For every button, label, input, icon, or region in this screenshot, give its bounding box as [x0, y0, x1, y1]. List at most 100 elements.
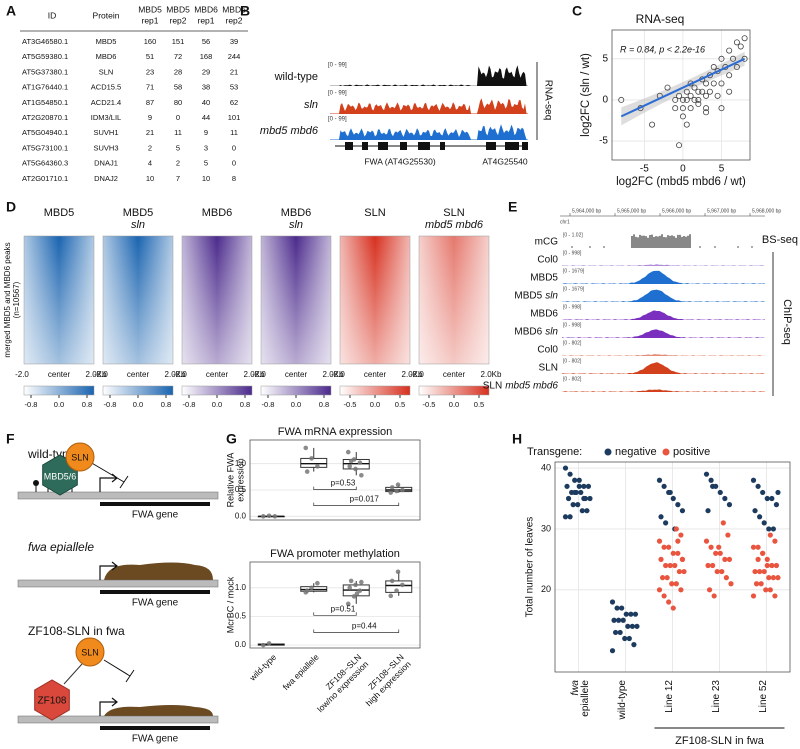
table-cell: 87: [146, 98, 154, 107]
data-point: [260, 642, 266, 648]
data-point: [661, 544, 667, 550]
protein: [65, 442, 95, 472]
data-point: [730, 55, 737, 62]
track-label: mCG: [535, 237, 559, 248]
p-value: p=0.44: [352, 622, 377, 631]
y-tick-label: 40: [541, 462, 551, 472]
colorbar-tick-label: 0.0: [449, 400, 459, 409]
colorbar-tick-label: -0.8: [25, 400, 38, 409]
y-tick-label: 5: [602, 53, 608, 64]
data-point: [664, 84, 671, 91]
track-scale: [0 - 802]: [563, 340, 582, 346]
x-tick-label: center: [364, 370, 387, 379]
table-header: rep1: [141, 15, 158, 25]
data-point: [572, 489, 578, 496]
y-axis-label: merged MBD5 and MBD6 peaks: [3, 242, 12, 357]
y-tick-label: 0.0: [235, 511, 247, 520]
data-point: [760, 550, 766, 556]
p-value: p=0.53: [331, 479, 356, 488]
protein-label: ZF108: [38, 696, 67, 707]
data-point: [706, 88, 713, 95]
table-cell: 7: [176, 174, 180, 183]
table-cell: 53: [230, 83, 238, 92]
table-cell: AT5G04940.1: [22, 128, 68, 137]
data-point: [761, 520, 767, 526]
diagram-title: ZF108-SLN in fwa: [28, 624, 125, 638]
data-point: [773, 502, 780, 508]
data-point: [722, 495, 728, 502]
table-cell: 168: [200, 52, 213, 61]
data-point: [758, 581, 764, 587]
data-point: [266, 641, 272, 646]
data-point: [658, 556, 664, 562]
data-point: [614, 605, 620, 611]
colorbar: [339, 385, 411, 396]
track-scale: [0 - 1679]: [563, 268, 585, 274]
data-point: [687, 105, 694, 112]
data-point: [572, 477, 578, 483]
table-cell: SLN: [99, 67, 114, 76]
track-scale: [0 - 99]: [328, 63, 347, 69]
heatmap-title: MBD6: [281, 207, 312, 219]
transcript: [104, 705, 213, 716]
track-genotype: sln: [545, 291, 558, 302]
data-point: [272, 514, 278, 519]
data-point: [717, 550, 723, 556]
data-point: [357, 588, 363, 593]
data-point: [564, 483, 570, 489]
table-cell: 39: [230, 37, 238, 46]
y-axis-label: log2FC (sln / wt): [580, 53, 592, 137]
table-cell: AT5G73100.1: [22, 143, 68, 152]
coverage-track: [562, 289, 765, 302]
panel-label: F: [6, 431, 15, 447]
table-cell: SUVH1: [93, 128, 118, 137]
table-cell: AT1G54850.1: [22, 98, 68, 107]
data-point: [764, 562, 770, 569]
data-point: [388, 593, 394, 599]
colorbar-tick-label: 0.8: [82, 400, 92, 409]
data-point: [562, 465, 569, 471]
data-point: [703, 105, 710, 112]
x-tick-label: center: [48, 370, 71, 379]
protein-label: MBD5/6: [44, 471, 77, 481]
bracket: [313, 629, 400, 633]
heatmap-title: MBD6: [202, 207, 233, 219]
coordinate: 5,964,000 bp: [572, 208, 601, 214]
data-point: [691, 96, 698, 103]
heatmap-title: MBD5: [44, 207, 75, 219]
data-point: [623, 611, 629, 617]
track-label: Col0: [537, 345, 558, 356]
data-point: [565, 495, 572, 502]
data-point: [757, 568, 763, 575]
data-point: [669, 581, 675, 587]
protein-label: SLN: [81, 647, 99, 657]
data-point: [706, 587, 713, 593]
table-cell: 2: [176, 159, 180, 168]
exon: [440, 142, 445, 150]
data-point: [315, 580, 320, 586]
coverage-track: [562, 270, 765, 284]
data-point: [673, 581, 679, 587]
gene-label: FWA gene: [132, 734, 179, 745]
y-tick-label: 1.0: [235, 459, 247, 468]
data-point: [666, 544, 672, 550]
table-cell: 9: [148, 113, 152, 122]
colorbar-tick-label: 0.5: [474, 400, 484, 409]
table-cell: DNAJ2: [94, 174, 118, 183]
data-point: [772, 593, 778, 599]
y-tick-label: 0.5: [235, 485, 247, 494]
gene-body: [100, 726, 210, 730]
data-point: [634, 623, 640, 629]
table-cell: 9: [204, 128, 208, 137]
x-tick-label: -2.0: [410, 370, 424, 379]
panel-label: C: [572, 3, 582, 19]
track-scale: [0 - 802]: [563, 376, 582, 382]
table-cell: AT5G37380.1: [22, 67, 68, 76]
x-tick-label: 2.0Kb: [86, 370, 107, 379]
colorbar: [418, 385, 490, 396]
y-axis-label: (n=10567): [12, 281, 21, 318]
data-point: [400, 487, 405, 493]
data-point: [676, 92, 683, 99]
track-scale: [0 - 1679]: [563, 286, 585, 292]
heatmap-fade: [419, 236, 489, 364]
